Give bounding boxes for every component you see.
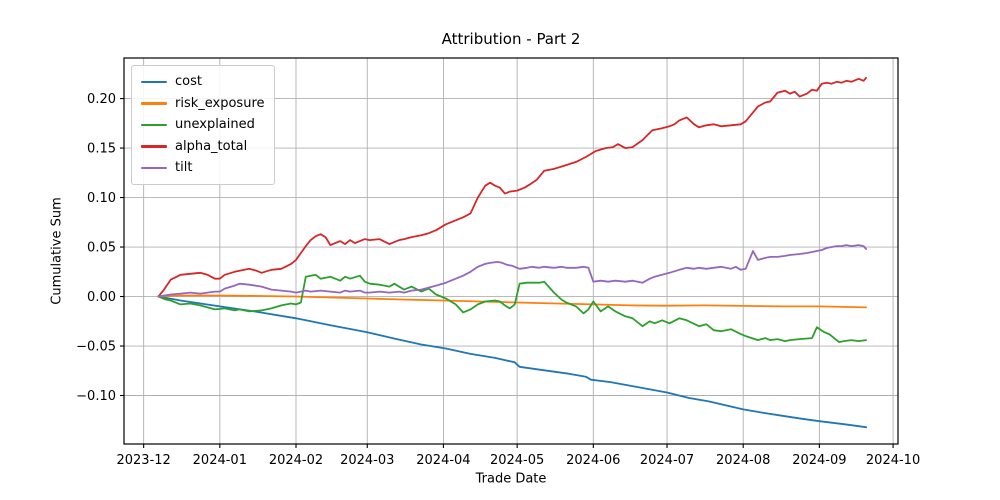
legend-swatch-unexplained [141, 123, 167, 126]
legend-label-tilt: tilt [175, 160, 193, 176]
legend-item-alpha_total: alpha_total [141, 137, 265, 157]
legend-label-unexplained: unexplained [175, 117, 255, 133]
y-tick-label: 0.10 [87, 191, 116, 206]
y-tick-label: 0.05 [87, 241, 116, 256]
chart-title: Attribution - Part 2 [441, 30, 581, 48]
y-axis-label: Cumulative Sum [49, 197, 65, 305]
y-tick-label: −0.05 [76, 340, 116, 355]
legend-swatch-tilt [141, 166, 167, 169]
y-tick-label: −0.10 [76, 389, 116, 404]
x-tick-label: 2024-03 [340, 453, 394, 468]
x-tick-label: 2023-12 [116, 453, 170, 468]
x-tick-label: 2024-02 [269, 453, 323, 468]
legend-swatch-risk_exposure [141, 102, 167, 105]
legend-swatch-alpha_total [141, 145, 167, 148]
x-tick-label: 2024-08 [716, 453, 770, 468]
x-tick-label: 2024-07 [640, 453, 694, 468]
legend-item-cost: cost [141, 72, 265, 92]
x-axis-label: Trade Date [475, 471, 547, 487]
legend-item-unexplained: unexplained [141, 115, 265, 135]
series-line-tilt [157, 244, 867, 298]
y-tick-label: 0.15 [87, 142, 116, 157]
x-tick-label: 2024-09 [792, 453, 846, 468]
legend-item-risk_exposure: risk_exposure [141, 94, 265, 114]
y-tick-label: 0.20 [87, 92, 116, 107]
legend-item-tilt: tilt [141, 158, 265, 178]
x-tick-label: 2024-04 [416, 453, 470, 468]
series-line-alpha_total [157, 76, 867, 298]
x-tick-label: 2024-01 [193, 453, 247, 468]
legend-label-alpha_total: alpha_total [175, 138, 248, 154]
legend-label-cost: cost [175, 74, 202, 90]
legend-swatch-cost [141, 80, 167, 83]
series-line-unexplained [157, 273, 867, 344]
plot-frame [123, 57, 899, 445]
x-tick-label: 2024-06 [566, 453, 620, 468]
series-line-cost [157, 295, 867, 429]
x-tick-label: 2024-05 [490, 453, 544, 468]
legend-label-risk_exposure: risk_exposure [175, 95, 265, 111]
series-line-risk_exposure [157, 294, 867, 309]
y-tick-label: 0.00 [87, 290, 116, 305]
x-tick-label: 2024-10 [866, 453, 920, 468]
